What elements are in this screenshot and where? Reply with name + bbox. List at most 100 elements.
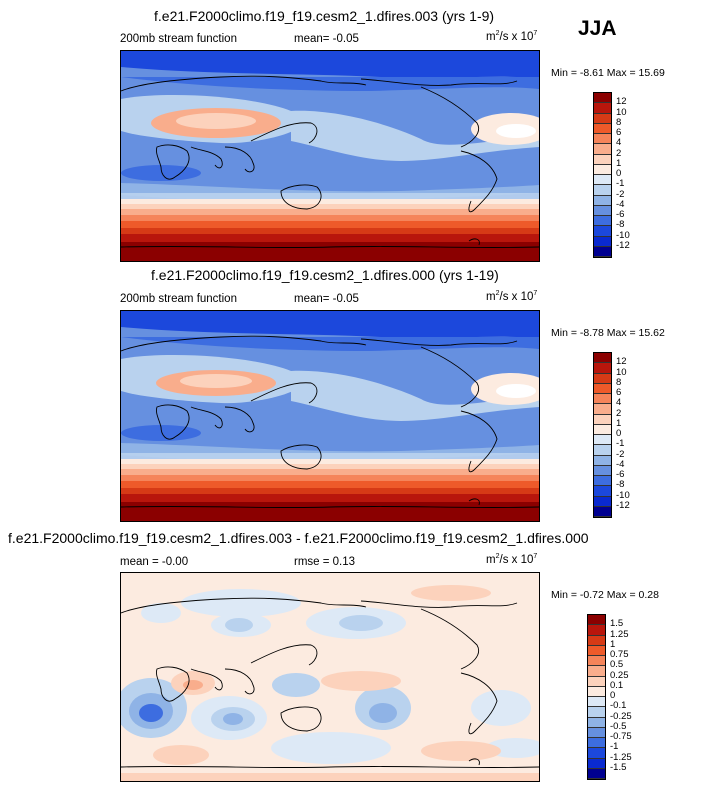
colorbar-tick-label: -1.5 (610, 761, 627, 773)
panel-2-mean-label: mean= -0.05 (294, 293, 359, 305)
colorbar-swatch (588, 707, 605, 718)
colorbar-swatch (594, 205, 611, 216)
colorbar-tick-label: -12 (616, 499, 630, 511)
colorbar-swatch (588, 686, 605, 697)
colorbar-swatch (588, 768, 605, 779)
colorbar-swatch (588, 666, 605, 677)
colorbar-swatch (594, 134, 611, 145)
panel-1-title: f.e21.F2000climo.f19_f19.cesm2_1.dfires.… (154, 8, 495, 24)
colorbar-tick-label: 2 (616, 147, 622, 159)
colorbar-tick-label: 0.25 (610, 669, 629, 681)
colorbar-swatch (594, 435, 611, 446)
colorbar-swatch (594, 175, 611, 186)
colorbar-tick-label: 6 (616, 387, 622, 398)
colorbar-tick-label: 0 (616, 168, 622, 179)
panel-3-minmax: Min = -0.72 Max = 0.28 (551, 589, 659, 601)
colorbar-tick-label: 1 (610, 638, 616, 650)
colorbar-swatch (588, 758, 605, 769)
colorbar-tick-label: 10 (616, 366, 627, 378)
colorbar-swatch (588, 645, 605, 656)
colorbar-tick-label: -2 (616, 448, 625, 460)
colorbar-tick-label: -0.25 (610, 710, 632, 722)
colorbar-swatch (594, 226, 611, 237)
colorbar-tick-label: -12 (616, 239, 630, 251)
colorbar-swatch (594, 486, 611, 497)
colorbar-swatch (588, 748, 605, 759)
panel-2-title: f.e21.F2000climo.f19_f19.cesm2_1.dfires.… (151, 267, 499, 283)
panel-2-map (120, 310, 540, 522)
colorbar-swatch (594, 373, 611, 384)
colorbar-swatch (594, 195, 611, 206)
colorbar-swatch (594, 465, 611, 476)
colorbar-tick-label: 1.25 (610, 628, 629, 640)
colorbar-tick-label: -0.1 (610, 700, 627, 712)
colorbar-tick-label: 0 (610, 690, 616, 701)
colorbar-swatch (594, 103, 611, 114)
colorbar-swatch (594, 246, 611, 257)
panel-3-colorbar (587, 614, 606, 780)
colorbar-tick-label: -8 (616, 479, 625, 491)
colorbar-tick-label: 4 (616, 137, 622, 149)
colorbar-swatch (594, 455, 611, 466)
colorbar-tick-label: 0.5 (610, 659, 624, 671)
colorbar-swatch (594, 363, 611, 374)
colorbar-swatch (594, 185, 611, 196)
colorbar-swatch (588, 676, 605, 687)
colorbar-tick-label: 0 (616, 428, 622, 439)
colorbar-tick-label: -6 (616, 209, 625, 220)
panel-2-field-label: 200mb stream function (120, 293, 237, 305)
colorbar-tick-label: 1.5 (610, 618, 624, 630)
colorbar-swatch (594, 144, 611, 155)
colorbar-tick-label: -0.5 (610, 720, 627, 732)
colorbar-tick-label: 8 (616, 116, 622, 128)
colorbar-tick-label: 6 (616, 127, 622, 138)
panel-3-units: m2/s x 107 (486, 553, 538, 566)
colorbar-swatch (594, 113, 611, 124)
colorbar-tick-label: 8 (616, 376, 622, 388)
colorbar-swatch (594, 164, 611, 175)
colorbar-tick-label: -10 (616, 229, 630, 241)
colorbar-tick-label: -1 (610, 741, 619, 753)
colorbar-swatch (588, 717, 605, 728)
colorbar-tick-label: -1 (616, 178, 625, 190)
season-label: JJA (578, 17, 617, 40)
colorbar-tick-label: 12 (616, 356, 627, 368)
panel-3-mean-label: mean = -0.00 (120, 556, 189, 568)
panel-3-title: f.e21.F2000climo.f19_f19.cesm2_1.dfires.… (8, 530, 589, 546)
colorbar-tick-label: -2 (616, 188, 625, 200)
colorbar-swatch (594, 216, 611, 227)
colorbar-swatch (594, 123, 611, 134)
panel-2-units: m2/s x 107 (486, 290, 538, 303)
colorbar-swatch (588, 656, 605, 667)
colorbar-swatch (594, 236, 611, 247)
colorbar-swatch (588, 615, 605, 626)
colorbar-tick-label: -6 (616, 469, 625, 480)
colorbar-tick-label: 1 (616, 417, 622, 429)
panel-1-minmax: Min = -8.61 Max = 15.69 (551, 67, 665, 79)
colorbar-tick-label: -1.25 (610, 751, 632, 763)
colorbar-swatch (594, 154, 611, 165)
panel-1-mean-label: mean= -0.05 (294, 33, 359, 45)
colorbar-swatch (588, 635, 605, 646)
panel-1-units: m2/s x 107 (486, 30, 538, 43)
colorbar-swatch (594, 383, 611, 394)
colorbar-tick-label: 1 (616, 157, 622, 169)
colorbar-tick-label: -4 (616, 458, 625, 470)
colorbar-swatch (594, 414, 611, 425)
colorbar-swatch (588, 738, 605, 749)
panel-3-rmse-label: rmse = 0.13 (294, 556, 356, 568)
colorbar-tick-label: -4 (616, 198, 625, 210)
colorbar-tick-label: 10 (616, 106, 627, 118)
colorbar-tick-label: 12 (616, 96, 627, 108)
colorbar-swatch (594, 476, 611, 487)
colorbar-tick-label: 2 (616, 407, 622, 419)
colorbar-swatch (594, 353, 611, 364)
panel-1-field-label: 200mb stream function (120, 33, 237, 45)
colorbar-tick-label: -1 (616, 438, 625, 450)
colorbar-swatch (594, 394, 611, 405)
panel-1-map (120, 50, 540, 262)
colorbar-swatch (594, 445, 611, 456)
panel-1-field (121, 51, 539, 261)
colorbar-swatch (594, 424, 611, 435)
colorbar-swatch (594, 93, 611, 104)
